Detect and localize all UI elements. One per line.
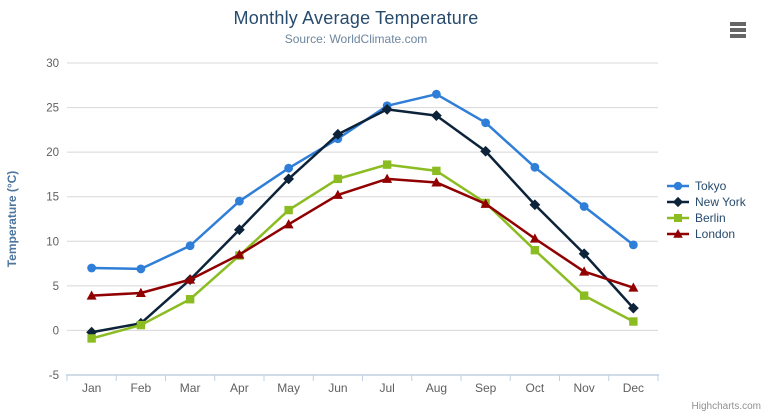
legend-label: New York [695, 195, 746, 209]
x-axis-label: Oct [526, 381, 545, 395]
y-axis-title: Temperature (°C) [5, 171, 19, 268]
square-marker-icon [667, 214, 689, 222]
circle-marker-icon [667, 181, 689, 191]
x-axis-label: May [277, 381, 300, 395]
x-axis-label: Jan [82, 381, 101, 395]
y-axis-label: 10 [46, 236, 59, 248]
series-berlin[interactable] [87, 160, 638, 343]
x-axis-label: Sep [475, 381, 497, 395]
y-axis-label: -5 [49, 370, 59, 382]
chart-subtitle: Source: WorldClimate.com [284, 32, 428, 46]
hamburger-menu-icon [730, 22, 746, 26]
series-tokyo[interactable] [87, 89, 638, 274]
diamond-marker-icon [667, 196, 689, 208]
x-axis-label: Jul [379, 381, 394, 395]
y-axis-labels: -5 0 5 10 15 20 25 30 [46, 58, 59, 382]
series-new-york[interactable] [86, 103, 639, 338]
x-axis-label: Apr [230, 381, 249, 395]
legend-label: Berlin [695, 211, 726, 225]
x-axis-label: Feb [131, 381, 152, 395]
x-axis-label: Dec [623, 381, 644, 395]
hamburger-menu-icon [730, 34, 746, 38]
legend-label: Tokyo [695, 179, 727, 193]
chart-title: Monthly Average Temperature [233, 8, 479, 28]
legend-item-london[interactable]: London [666, 227, 746, 241]
x-axis-labels: Jan Feb Mar Apr May Jun Jul Aug Sep Oct Nov Dec [82, 381, 644, 395]
x-axis [66, 374, 659, 381]
legend-label: London [695, 227, 736, 241]
y-axis-label: 25 [46, 103, 59, 115]
legend-item-new-york[interactable]: New York [666, 195, 746, 209]
hamburger-menu-icon [730, 28, 746, 32]
legend-item-berlin[interactable]: Berlin [666, 211, 746, 225]
x-axis-label: Aug [426, 381, 447, 395]
gridlines [67, 62, 658, 376]
y-axis-label: 15 [46, 192, 59, 204]
credits-link[interactable]: Highcharts.com [691, 401, 761, 412]
y-axis-label: 30 [46, 58, 59, 70]
y-axis-label: 20 [46, 147, 59, 159]
legend: Tokyo New York Berlin London [666, 179, 746, 241]
x-axis-label: Mar [180, 381, 201, 395]
x-axis-label: Nov [573, 381, 594, 395]
export-menu-button[interactable] [728, 20, 752, 40]
triangle-marker-icon [667, 229, 689, 238]
legend-item-tokyo[interactable]: Tokyo [666, 179, 746, 193]
series-london[interactable] [86, 173, 639, 300]
y-axis-label: 0 [53, 325, 59, 337]
x-axis-label: Jun [328, 381, 347, 395]
y-axis-label: 5 [53, 281, 59, 293]
